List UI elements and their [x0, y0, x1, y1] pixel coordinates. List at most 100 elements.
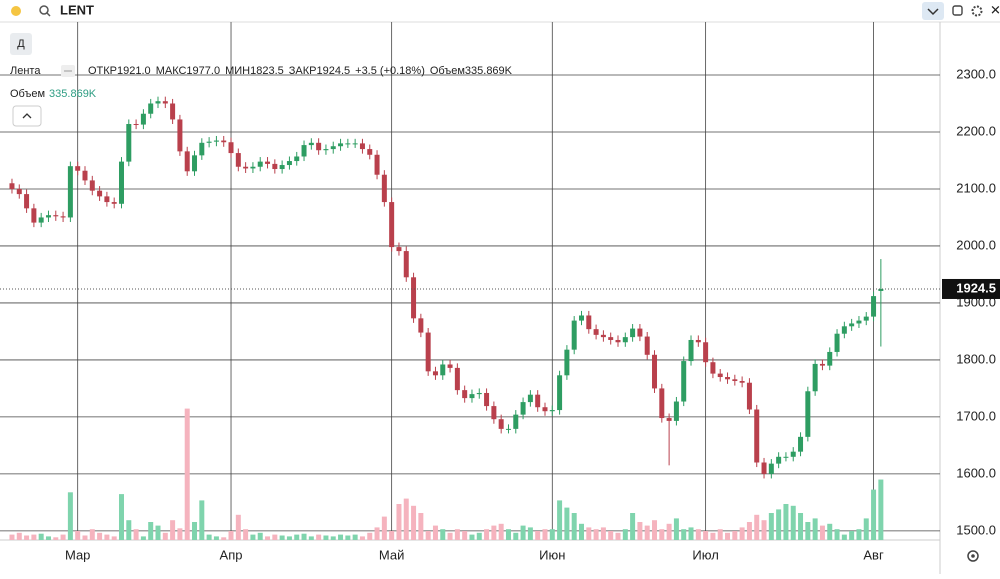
candle-body [155, 101, 161, 104]
candle-body [549, 410, 555, 412]
volume-bar [432, 525, 438, 540]
y-tick-label: 2100.0 [956, 180, 996, 195]
candle-body [389, 202, 395, 248]
volume-bar [673, 518, 679, 540]
volume-bar [564, 507, 570, 540]
candle-body [374, 154, 380, 175]
close-icon[interactable]: ✕ [990, 2, 1000, 17]
candle-body [812, 363, 818, 392]
volume-bar [24, 535, 30, 540]
volume-bar [462, 531, 468, 540]
volume-bar [542, 529, 548, 540]
candle-body [228, 142, 234, 154]
settings-button[interactable] [967, 550, 979, 562]
candle-body [819, 363, 825, 366]
candle-body [338, 143, 344, 147]
volume-bar [440, 529, 446, 540]
volume-bar [491, 525, 497, 540]
candle-body [805, 391, 811, 437]
candle-body [104, 196, 110, 203]
legend: Лента ОТКР1921.0 МАКС1977.0 МИН1823.5 ЗАКР1… [10, 65, 513, 127]
volume-bar [505, 529, 511, 540]
candle-body [688, 339, 694, 362]
candle-body [38, 217, 44, 223]
volume-bar [89, 529, 95, 540]
candle-body [89, 180, 95, 191]
interval-label: Д [17, 38, 25, 50]
candle-body [505, 428, 511, 430]
settings-icon[interactable] [971, 5, 983, 17]
volume-bar [118, 494, 124, 540]
candle-body [783, 456, 789, 458]
x-tick-label: Мар [65, 547, 90, 562]
volume-bar [140, 536, 146, 540]
change-value: +3.5 (+0.18%) [355, 65, 425, 77]
volume-bar [177, 528, 183, 540]
candle-body [323, 149, 329, 151]
volume-bar [221, 537, 227, 540]
volume-bar [162, 532, 168, 540]
high-value: 1977.0 [186, 65, 220, 77]
candle-body [644, 336, 650, 355]
volume-bar [812, 518, 818, 540]
candle-body [754, 409, 760, 463]
y-tick-label: 1800.0 [956, 351, 996, 366]
volume-bar [593, 529, 599, 540]
candle-body [140, 113, 146, 125]
volume-bar [367, 532, 373, 540]
volume-bar [403, 498, 409, 540]
volume-bar [608, 531, 614, 540]
volume-bar [170, 520, 176, 540]
candle-body [381, 174, 387, 203]
candle-body [681, 361, 687, 402]
legend-name: Лента [10, 65, 41, 77]
volume-bar [16, 532, 22, 540]
volume-bar [849, 531, 855, 540]
volume-legend-label: Объем [10, 88, 45, 100]
candle-body [425, 332, 431, 372]
volume-bar [805, 522, 811, 540]
x-tick-label: Авг [863, 547, 884, 562]
candle-body [330, 146, 336, 150]
candle-body [798, 436, 804, 452]
candle-body [564, 349, 570, 376]
volume-bar [717, 529, 723, 540]
volume-bar [235, 514, 241, 540]
volume-bar [513, 532, 519, 540]
candle-body [732, 379, 738, 382]
candle-body [265, 161, 271, 164]
candle-body [184, 151, 190, 172]
volume-bar [622, 529, 628, 540]
candle-body [878, 288, 884, 291]
volume-bar [776, 509, 782, 540]
volume-bar [695, 529, 701, 540]
volume-bar [878, 479, 884, 540]
dropdown-button[interactable] [922, 2, 944, 20]
search-icon[interactable] [39, 5, 49, 15]
window-icon[interactable] [952, 5, 963, 16]
candle-body [111, 202, 117, 204]
volume-bar [60, 534, 66, 540]
candle-body [447, 364, 453, 368]
candle-body [593, 329, 599, 335]
volume-bar [783, 504, 789, 540]
candle-body [345, 143, 351, 145]
interval-button[interactable] [10, 33, 32, 55]
candle-body [615, 339, 621, 343]
collapse-button[interactable] [12, 105, 42, 127]
candle-body [257, 161, 263, 167]
plot-area: 1500.01600.01700.01800.01900.02000.02100… [0, 22, 1000, 574]
candle-body [396, 247, 402, 252]
volume-bar [600, 527, 606, 540]
volume-bar [418, 513, 424, 540]
candle-body [279, 165, 285, 170]
volume-bar [746, 522, 752, 540]
volume-bar [827, 523, 833, 540]
volume-bar [527, 527, 533, 540]
candle-body [586, 315, 592, 330]
volume-bar [856, 529, 862, 540]
volume-bar [520, 525, 526, 540]
candle-body [666, 418, 672, 421]
symbol[interactable]: LENT [60, 2, 94, 17]
